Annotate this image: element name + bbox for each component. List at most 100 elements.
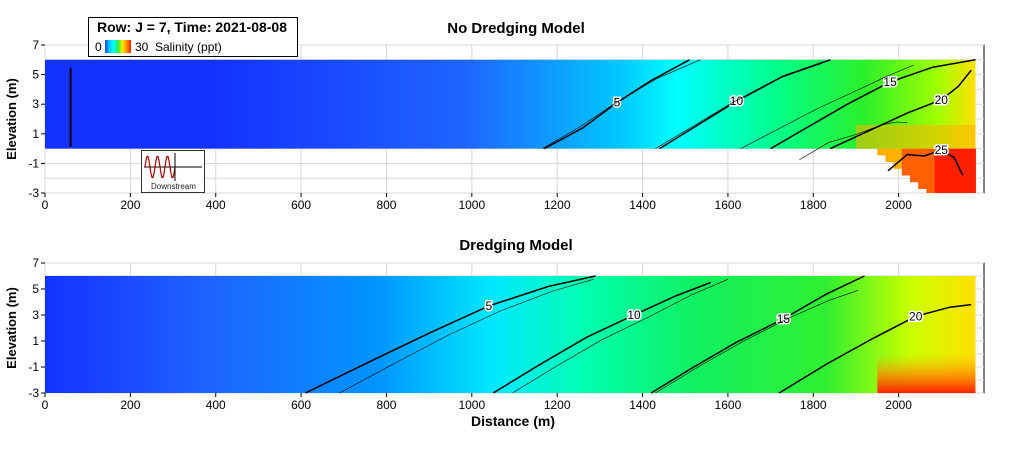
y-axis-ticks: -3 -1 1 3 5 7 — [28, 38, 45, 200]
y-axis-ticks: -3 -1 1 3 5 7 — [28, 256, 45, 400]
contour-line-5 — [305, 275, 596, 394]
colorbar — [105, 40, 131, 53]
x-tick-label: 1800 — [800, 198, 827, 212]
y-tick-label: 1 — [32, 127, 39, 141]
x-tick-label: 400 — [206, 398, 226, 412]
contour-label: 20 — [935, 93, 949, 107]
contour-line-5 — [544, 59, 690, 150]
deep-salinity-cell — [959, 148, 968, 193]
deep-salinity-cell — [934, 148, 944, 193]
contour-line-15 — [770, 59, 976, 150]
x-tick-label: 800 — [376, 198, 396, 212]
x-tick-label: 600 — [291, 398, 311, 412]
contour-label: 5 — [486, 299, 493, 313]
minor-contour-line — [799, 121, 908, 160]
x-tick-label: 400 — [206, 198, 226, 212]
deep-salinity-cell — [885, 148, 895, 163]
contour-line-15 — [650, 275, 865, 394]
contour-label: 5 — [614, 96, 621, 110]
x-tick-label: 2000 — [885, 398, 912, 412]
deep-salinity-cell — [942, 148, 952, 193]
contour-label-halo: 25 — [935, 143, 949, 157]
deep-salinity-cell — [893, 148, 903, 169]
y-tick-label: -3 — [28, 386, 39, 400]
salinity-field — [45, 59, 976, 193]
contour-label-halo: 10 — [627, 308, 641, 322]
contour-label-halo: 15 — [883, 75, 897, 89]
y-tick-label: 5 — [32, 68, 39, 82]
tide-inset[interactable]: Downstream — [141, 150, 205, 193]
panel-title: Dredging Model — [459, 237, 572, 254]
y-tick-label: 3 — [32, 97, 39, 111]
deep-salinity-cell — [950, 148, 960, 193]
x-tick-label: 1200 — [544, 198, 571, 212]
minor-contour-line — [740, 64, 914, 149]
minor-contour-line — [542, 59, 701, 149]
x-tick-label: 1600 — [715, 398, 742, 412]
x-tick-label: 1000 — [458, 398, 485, 412]
y-tick-label: 3 — [32, 308, 39, 322]
y-axis-label: Elevation (m) — [4, 78, 19, 160]
contour-label: 25 — [935, 143, 949, 157]
contour-line-20 — [829, 69, 972, 150]
minor-contour-line — [339, 279, 594, 394]
contour-label-halo: 20 — [909, 309, 923, 323]
contour-label-halo: 5 — [486, 299, 493, 313]
x-tick-label: 0 — [42, 398, 49, 412]
contour-label-halo: 10 — [730, 94, 744, 108]
y-tick-label: 1 — [32, 334, 39, 348]
y-tick-label: 5 — [32, 282, 39, 296]
deep-salinity-cell — [926, 148, 936, 193]
legend-unit-label: Salinity (ppt) — [155, 40, 222, 54]
salinity-region — [45, 276, 976, 393]
contour-label-halo: 5 — [614, 96, 621, 110]
y-tick-label: 7 — [32, 256, 39, 270]
y-axis-label: Elevation (m) — [4, 287, 19, 369]
deep-salinity-cell — [910, 148, 919, 183]
contour-line-20 — [778, 303, 972, 394]
panel-title: No Dredging Model — [447, 20, 585, 37]
warm-zone — [855, 124, 976, 149]
x-tick-label: 1800 — [800, 398, 827, 412]
x-tick-label: 1600 — [715, 198, 742, 212]
legend-max-label: 30 — [135, 40, 149, 54]
x-tick-label: 1400 — [629, 198, 656, 212]
x-axis-ticks: 0 200 400 600 800 1000 1200 1400 1600 1800 2000 — [42, 193, 912, 212]
x-tick-label: 800 — [376, 398, 396, 412]
inset-label: Downstream — [151, 182, 196, 191]
x-tick-label: 200 — [120, 198, 140, 212]
x-tick-label: 600 — [291, 198, 311, 212]
x-tick-label: 1200 — [544, 398, 571, 412]
deep-salinity-cell — [918, 148, 927, 189]
minor-contour-line — [512, 279, 729, 394]
y-tick-label: -1 — [28, 360, 39, 374]
contour-label-halo: 20 — [935, 93, 949, 107]
colorbar-legend[interactable]: Row: J = 7, Time: 2021-08-08 0 30 Salini… — [88, 17, 298, 57]
deep-salinity-cell — [967, 148, 976, 193]
legend-min-label: 0 — [95, 40, 102, 54]
minor-contour-line — [655, 290, 859, 394]
x-tick-label: 1000 — [458, 198, 485, 212]
contour-label: 20 — [909, 309, 923, 323]
x-axis-ticks: 0 200 400 600 800 1000 1200 1400 1600 1800 2000 — [42, 393, 912, 412]
minor-contour-line — [655, 63, 822, 149]
contour-label: 10 — [730, 94, 744, 108]
y-tick-label: 7 — [32, 38, 39, 52]
contour-label: 15 — [883, 75, 897, 89]
contour-line-25 — [887, 149, 964, 176]
warm-zone — [877, 354, 976, 393]
tide-wave-icon — [144, 153, 202, 181]
deep-salinity-cell — [877, 148, 886, 156]
y-tick-label: -3 — [28, 186, 39, 200]
salinity-region — [45, 59, 976, 149]
x-tick-label: 0 — [42, 198, 49, 212]
salinity-field — [45, 276, 976, 393]
x-tick-label: 1400 — [629, 398, 656, 412]
contour-label: 10 — [627, 308, 641, 322]
deep-salinity-cell — [901, 148, 911, 176]
x-axis-label: Distance (m) — [471, 413, 555, 429]
